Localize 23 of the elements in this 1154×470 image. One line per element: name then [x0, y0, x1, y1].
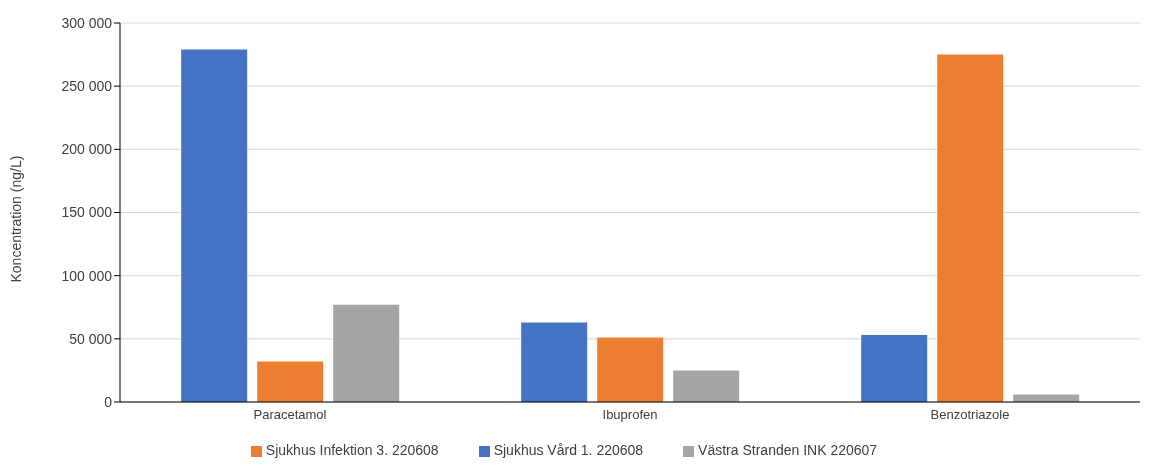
- y-tick-label: 50 000: [69, 330, 113, 347]
- legend-label: Sjukhus Vård 1. 220608: [493, 442, 644, 458]
- bar: [521, 322, 588, 402]
- bar: [1013, 394, 1080, 402]
- y-tick-label: 300 000: [61, 14, 113, 31]
- y-tick-label: 0: [104, 393, 113, 410]
- y-axis-title: Koncentration (ng/L): [7, 155, 24, 283]
- bar: [597, 337, 664, 402]
- x-tick-label: Paracetamol: [253, 407, 327, 423]
- legend-label: Sjukhus Infektion 3. 220608: [265, 442, 439, 458]
- bar: [673, 370, 740, 402]
- x-tick-label: Ibuprofen: [602, 407, 658, 423]
- y-tick-label: 100 000: [61, 267, 113, 284]
- bar: [257, 361, 324, 402]
- y-tick-label: 250 000: [61, 78, 113, 95]
- bar: [861, 335, 928, 402]
- legend-label: Västra Stranden INK 220607: [698, 442, 878, 458]
- bar: [181, 49, 248, 402]
- y-tick-label: 200 000: [61, 141, 113, 158]
- y-tick-label: 150 000: [61, 204, 113, 221]
- bar: [937, 54, 1004, 402]
- x-tick-label: Benzotriazole: [930, 407, 1010, 423]
- bar: [333, 304, 400, 402]
